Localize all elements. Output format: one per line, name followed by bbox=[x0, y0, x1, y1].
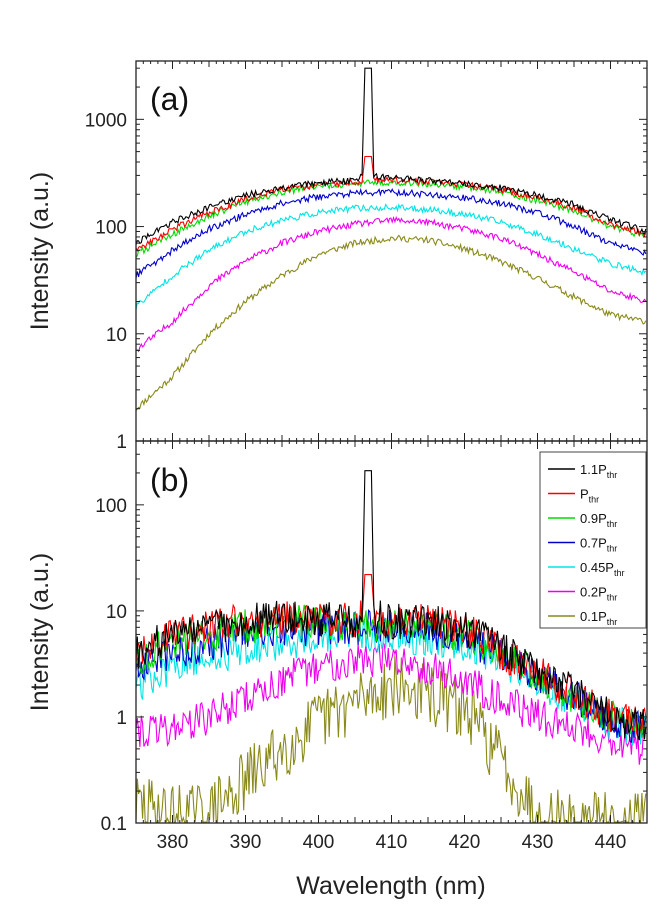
panel-a-series-Pthr-line bbox=[135, 155, 647, 253]
panel-a: (a) 1 10 100 1000 Intensity (a.u.) bbox=[26, 60, 648, 453]
panel-b-series-02Pthr-line bbox=[135, 641, 647, 765]
panel-a-frame bbox=[135, 60, 648, 442]
panel-a-ticks bbox=[135, 61, 648, 442]
legend-label: 0.7Pthr bbox=[580, 536, 617, 554]
panel-b: (b) 0.1 1 10 100 380 390 400 410 420 430 440 Inte… bbox=[26, 440, 648, 900]
panel-a-label: (a) bbox=[150, 81, 189, 117]
panel-b-frame bbox=[135, 440, 648, 824]
panel-a-y-tick-label: 1000 bbox=[85, 110, 127, 131]
panel-a-series-group bbox=[135, 67, 647, 411]
panel-a-series-09Pthr-line bbox=[135, 178, 646, 258]
legend-label: 0.1Pthr bbox=[580, 609, 617, 627]
panel-a-series-07Pthr-line bbox=[135, 187, 647, 279]
panel-a-y-axis-title: Intensity (a.u.) bbox=[26, 172, 54, 330]
legend: 1.1Pthr Pthr 0.9Pthr 0.7Pthr 0.45Pthr 0.2Pthr… bbox=[539, 451, 647, 629]
panel-b-label: (b) bbox=[150, 462, 189, 498]
legend-box bbox=[539, 451, 647, 629]
panel-a-series-045Pthr-line bbox=[135, 203, 647, 310]
legend-label: 0.45Pthr bbox=[580, 560, 625, 578]
x-tick-label: 420 bbox=[449, 832, 481, 853]
panel-b-y-tick-label: 0.1 bbox=[101, 814, 127, 835]
panel-a-series-02Pthr-line bbox=[135, 215, 647, 353]
panel-a-y-tick-label: 100 bbox=[95, 218, 127, 239]
legend-label: Pthr bbox=[580, 487, 599, 505]
panel-b-y-tick-label: 10 bbox=[106, 602, 127, 623]
panel-a-y-tick-labels: 1 10 100 1000 bbox=[85, 110, 127, 453]
panel-b-y-tick-labels: 0.1 1 10 100 bbox=[95, 496, 127, 835]
panel-b-series-01Pthr-line bbox=[135, 655, 647, 824]
x-tick-labels: 380 390 400 410 420 430 440 bbox=[157, 832, 627, 853]
panel-b-y-tick-label: 1 bbox=[116, 708, 127, 729]
panel-a-series-11Pthr-line bbox=[135, 67, 647, 245]
x-axis-title: Wavelength (nm) bbox=[296, 872, 485, 900]
panel-b-series-group bbox=[135, 470, 647, 824]
panel-b-y-axis-title: Intensity (a.u.) bbox=[26, 553, 54, 711]
panel-b-series-11Pthr-line bbox=[135, 470, 647, 741]
x-tick-label: 410 bbox=[376, 832, 408, 853]
legend-label: 0.9Pthr bbox=[580, 511, 617, 529]
x-tick-label: 440 bbox=[595, 832, 627, 853]
x-tick-label: 380 bbox=[157, 832, 189, 853]
panel-a-y-tick-label: 10 bbox=[106, 325, 127, 346]
x-tick-label: 430 bbox=[522, 832, 554, 853]
panel-a-y-tick-label: 1 bbox=[116, 432, 127, 453]
x-tick-label: 390 bbox=[230, 832, 262, 853]
x-tick-label: 400 bbox=[303, 832, 335, 853]
panel-b-y-tick-label: 100 bbox=[95, 496, 127, 517]
legend-label: 1.1Pthr bbox=[580, 462, 617, 480]
panel-a-series-01Pthr-line bbox=[135, 234, 647, 411]
legend-label: 0.2Pthr bbox=[580, 585, 617, 603]
